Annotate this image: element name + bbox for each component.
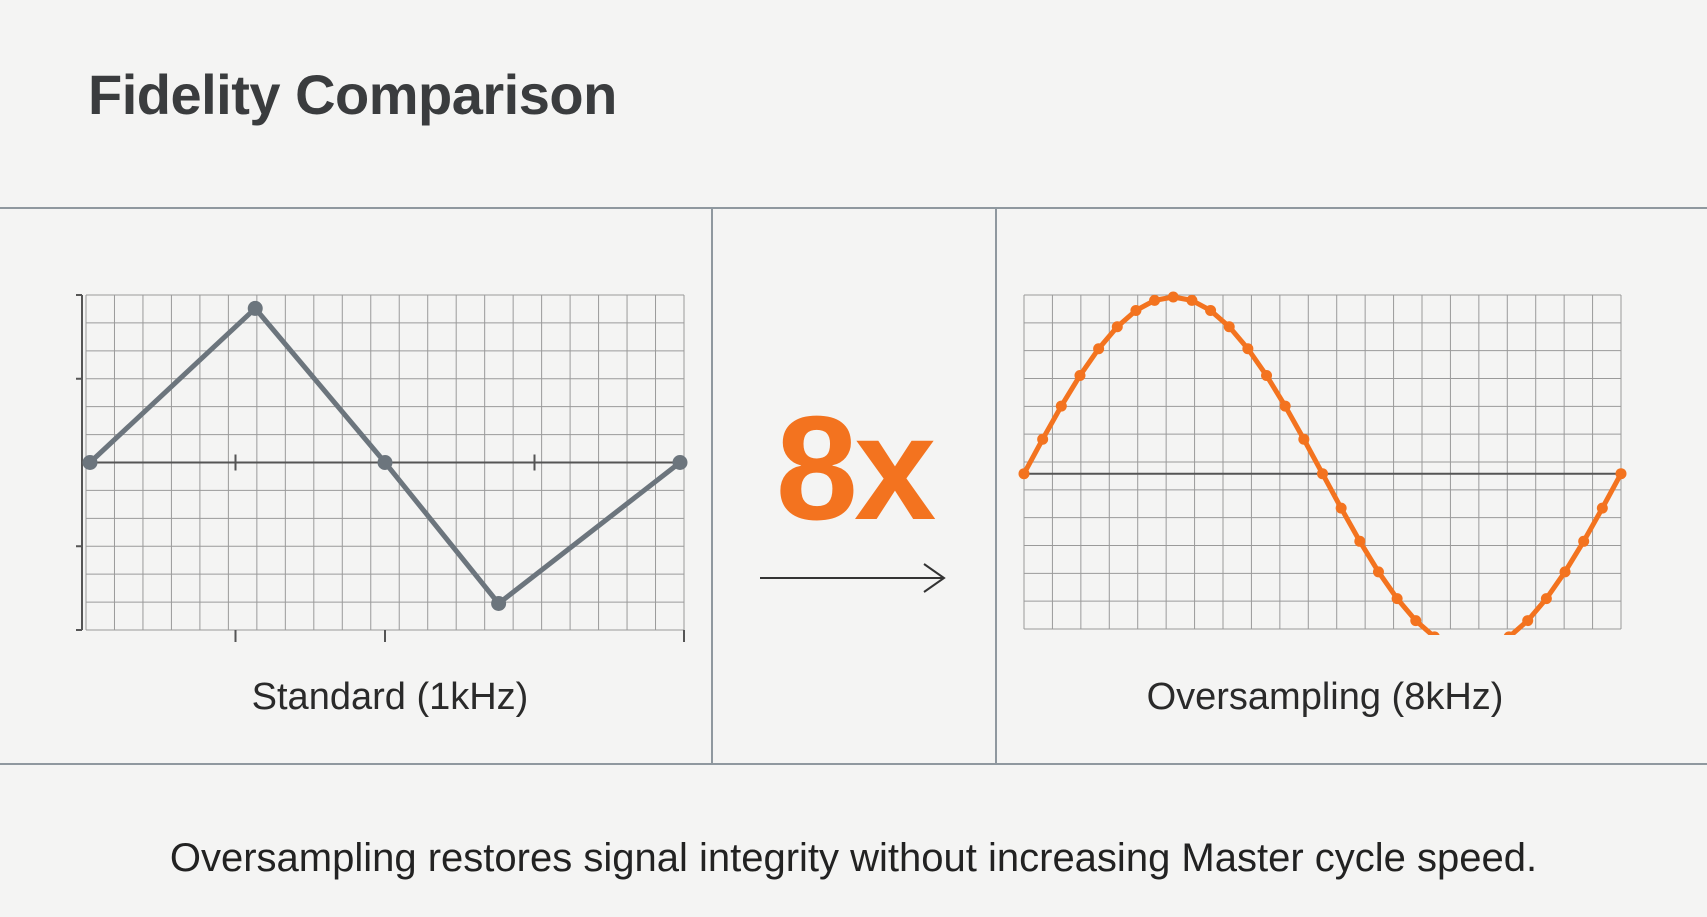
oversampled-sample-point [1261,370,1273,382]
arrow-right-icon [760,563,946,593]
footer-text: Oversampling restores signal integrity w… [169,836,1538,880]
multiplier-label: 8x [775,386,937,551]
oversampled-sample-point [1596,502,1608,514]
left-column-divider [711,208,713,764]
oversampled-sample-point [1130,304,1142,316]
oversampled-caption: Oversampling (8kHz) [1146,676,1504,718]
oversampled-sample-point [1578,535,1590,547]
oversampled-sample-point [1149,294,1161,306]
oversampled-sample-point [1055,400,1067,412]
oversampled-sample-point [1074,370,1086,382]
oversampled-sample-point [1242,343,1254,355]
oversampled-sample-point [1410,615,1422,627]
top-divider [0,207,1707,209]
standard-caption: Standard (1kHz) [251,676,529,718]
oversampled-sample-point [1429,631,1440,635]
oversampled-sample-point [1298,433,1310,445]
right-column-divider [995,208,997,764]
standard-sample-point [672,455,688,470]
oversampled-sample-point [1503,631,1515,635]
oversampled-sample-point [1372,566,1384,578]
oversampled-sample-point [1186,294,1198,306]
oversampled-sample-point [1205,304,1217,316]
oversampled-sample-point [1522,615,1534,627]
standard-sample-point [247,300,263,316]
oversampled-sample-point [1279,400,1291,412]
oversampled-sample-point [1093,343,1105,355]
oversampled-sample-point [1391,593,1403,605]
oversampled-sample-point [1615,468,1627,480]
oversampled-waveform-plot [1018,291,1627,635]
page-title: Fidelity Comparison [88,63,617,126]
standard-sample-point [491,596,507,612]
oversampled-sample-point [1540,593,1552,605]
oversampled-sample-point [1317,468,1328,480]
oversampled-signal-line [1021,294,1624,635]
standard-sample-point [82,455,98,470]
oversampled-sample-point [1559,566,1571,578]
grid [1023,294,1622,630]
oversampled-sample-point [1167,291,1179,303]
standard-sample-point [377,455,393,470]
oversampled-sample-point [1223,321,1235,333]
bottom-divider [0,763,1707,765]
oversampled-sample-point [1335,502,1347,514]
oversampled-sample-point [1037,433,1049,445]
oversampled-sample-point [1111,321,1123,333]
oversampled-sample-point [1354,535,1366,547]
standard-waveform-plot [76,294,688,642]
oversampled-sample-point [1018,468,1030,480]
